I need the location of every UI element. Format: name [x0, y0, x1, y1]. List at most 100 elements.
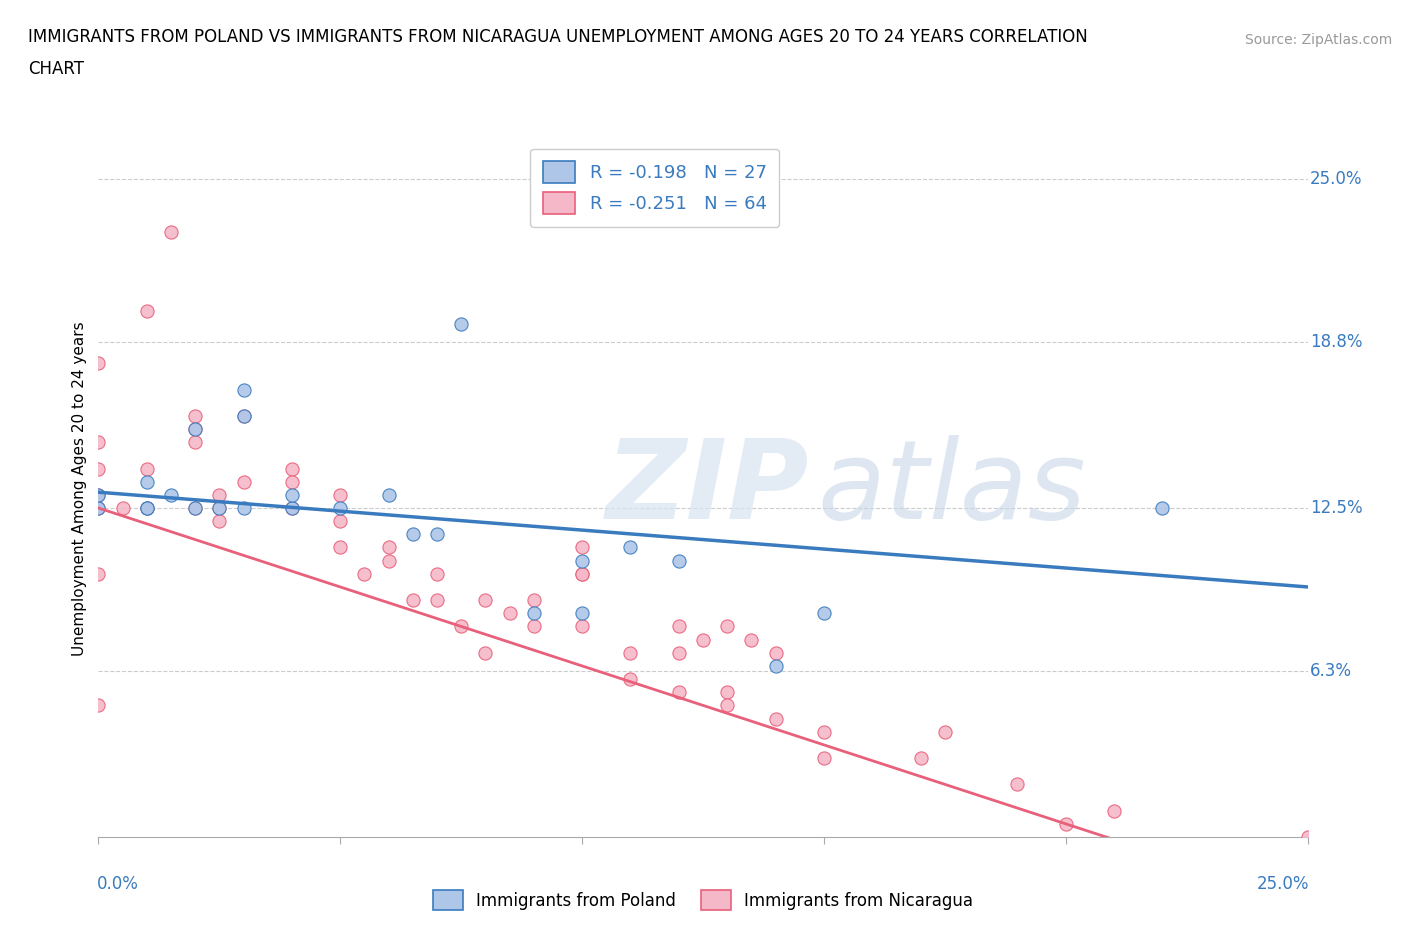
Point	[910, 751, 932, 765]
Point	[208, 500, 231, 515]
Point	[135, 474, 157, 489]
Point	[716, 684, 738, 699]
Point	[232, 408, 254, 423]
Point	[87, 487, 110, 502]
Point	[135, 303, 157, 318]
Point	[87, 566, 110, 581]
Point	[87, 434, 110, 449]
Point	[450, 316, 472, 331]
Point	[160, 224, 183, 239]
Point	[184, 421, 207, 436]
Point	[813, 605, 835, 620]
Y-axis label: Unemployment Among Ages 20 to 24 years: Unemployment Among Ages 20 to 24 years	[72, 321, 87, 656]
Point	[281, 461, 304, 476]
Point	[329, 513, 352, 528]
Text: 0.0%: 0.0%	[97, 875, 139, 894]
Point	[184, 408, 207, 423]
Point	[208, 500, 231, 515]
Point	[135, 461, 157, 476]
Point	[184, 434, 207, 449]
Text: CHART: CHART	[28, 60, 84, 78]
Point	[668, 684, 690, 699]
Point	[498, 605, 520, 620]
Point	[184, 421, 207, 436]
Point	[402, 592, 425, 607]
Point	[474, 592, 496, 607]
Point	[87, 356, 110, 371]
Point	[184, 500, 207, 515]
Point	[668, 619, 690, 634]
Point	[813, 724, 835, 739]
Point	[716, 619, 738, 634]
Point	[208, 513, 231, 528]
Point	[1054, 817, 1077, 831]
Point	[740, 632, 762, 647]
Point	[402, 527, 425, 542]
Point	[716, 698, 738, 712]
Point	[571, 553, 593, 568]
Point	[523, 619, 546, 634]
Text: Source: ZipAtlas.com: Source: ZipAtlas.com	[1244, 33, 1392, 46]
Point	[668, 645, 690, 660]
Point	[1152, 500, 1174, 515]
Point	[934, 724, 956, 739]
Point	[329, 487, 352, 502]
Point	[135, 500, 157, 515]
Text: 12.5%: 12.5%	[1310, 499, 1362, 517]
Point	[232, 408, 254, 423]
Point	[281, 500, 304, 515]
Point	[329, 540, 352, 555]
Point	[571, 619, 593, 634]
Point	[256, 93, 278, 108]
Point	[87, 500, 110, 515]
Point	[135, 500, 157, 515]
Legend: Immigrants from Poland, Immigrants from Nicaragua: Immigrants from Poland, Immigrants from …	[426, 884, 980, 917]
Point	[329, 500, 352, 515]
Point	[377, 540, 399, 555]
Point	[377, 553, 399, 568]
Point	[232, 382, 254, 397]
Point	[426, 592, 449, 607]
Point	[281, 474, 304, 489]
Text: IMMIGRANTS FROM POLAND VS IMMIGRANTS FROM NICARAGUA UNEMPLOYMENT AMONG AGES 20 T: IMMIGRANTS FROM POLAND VS IMMIGRANTS FRO…	[28, 28, 1088, 46]
Text: 18.8%: 18.8%	[1310, 333, 1362, 352]
Point	[377, 487, 399, 502]
Point	[668, 553, 690, 568]
Point	[135, 500, 157, 515]
Point	[87, 487, 110, 502]
Text: ZIP: ZIP	[606, 434, 810, 542]
Text: 6.3%: 6.3%	[1310, 662, 1353, 680]
Point	[208, 487, 231, 502]
Point	[184, 500, 207, 515]
Point	[111, 500, 134, 515]
Point	[571, 540, 593, 555]
Point	[87, 500, 110, 515]
Point	[1007, 777, 1029, 791]
Point	[765, 658, 787, 673]
Point	[281, 487, 304, 502]
Text: 25.0%: 25.0%	[1310, 170, 1362, 188]
Point	[813, 751, 835, 765]
Point	[619, 645, 641, 660]
Text: 25.0%: 25.0%	[1257, 875, 1309, 894]
Text: atlas: atlas	[818, 434, 1087, 542]
Point	[523, 605, 546, 620]
Point	[450, 619, 472, 634]
Point	[87, 461, 110, 476]
Point	[571, 566, 593, 581]
Point	[692, 632, 714, 647]
Point	[619, 671, 641, 686]
Point	[353, 566, 375, 581]
Point	[619, 540, 641, 555]
Point	[571, 605, 593, 620]
Point	[232, 474, 254, 489]
Point	[523, 592, 546, 607]
Point	[87, 698, 110, 712]
Point	[281, 500, 304, 515]
Point	[160, 487, 183, 502]
Point	[426, 527, 449, 542]
Point	[571, 566, 593, 581]
Point	[232, 500, 254, 515]
Point	[765, 711, 787, 726]
Legend: R = -0.198   N = 27, R = -0.251   N = 64: R = -0.198 N = 27, R = -0.251 N = 64	[530, 149, 779, 227]
